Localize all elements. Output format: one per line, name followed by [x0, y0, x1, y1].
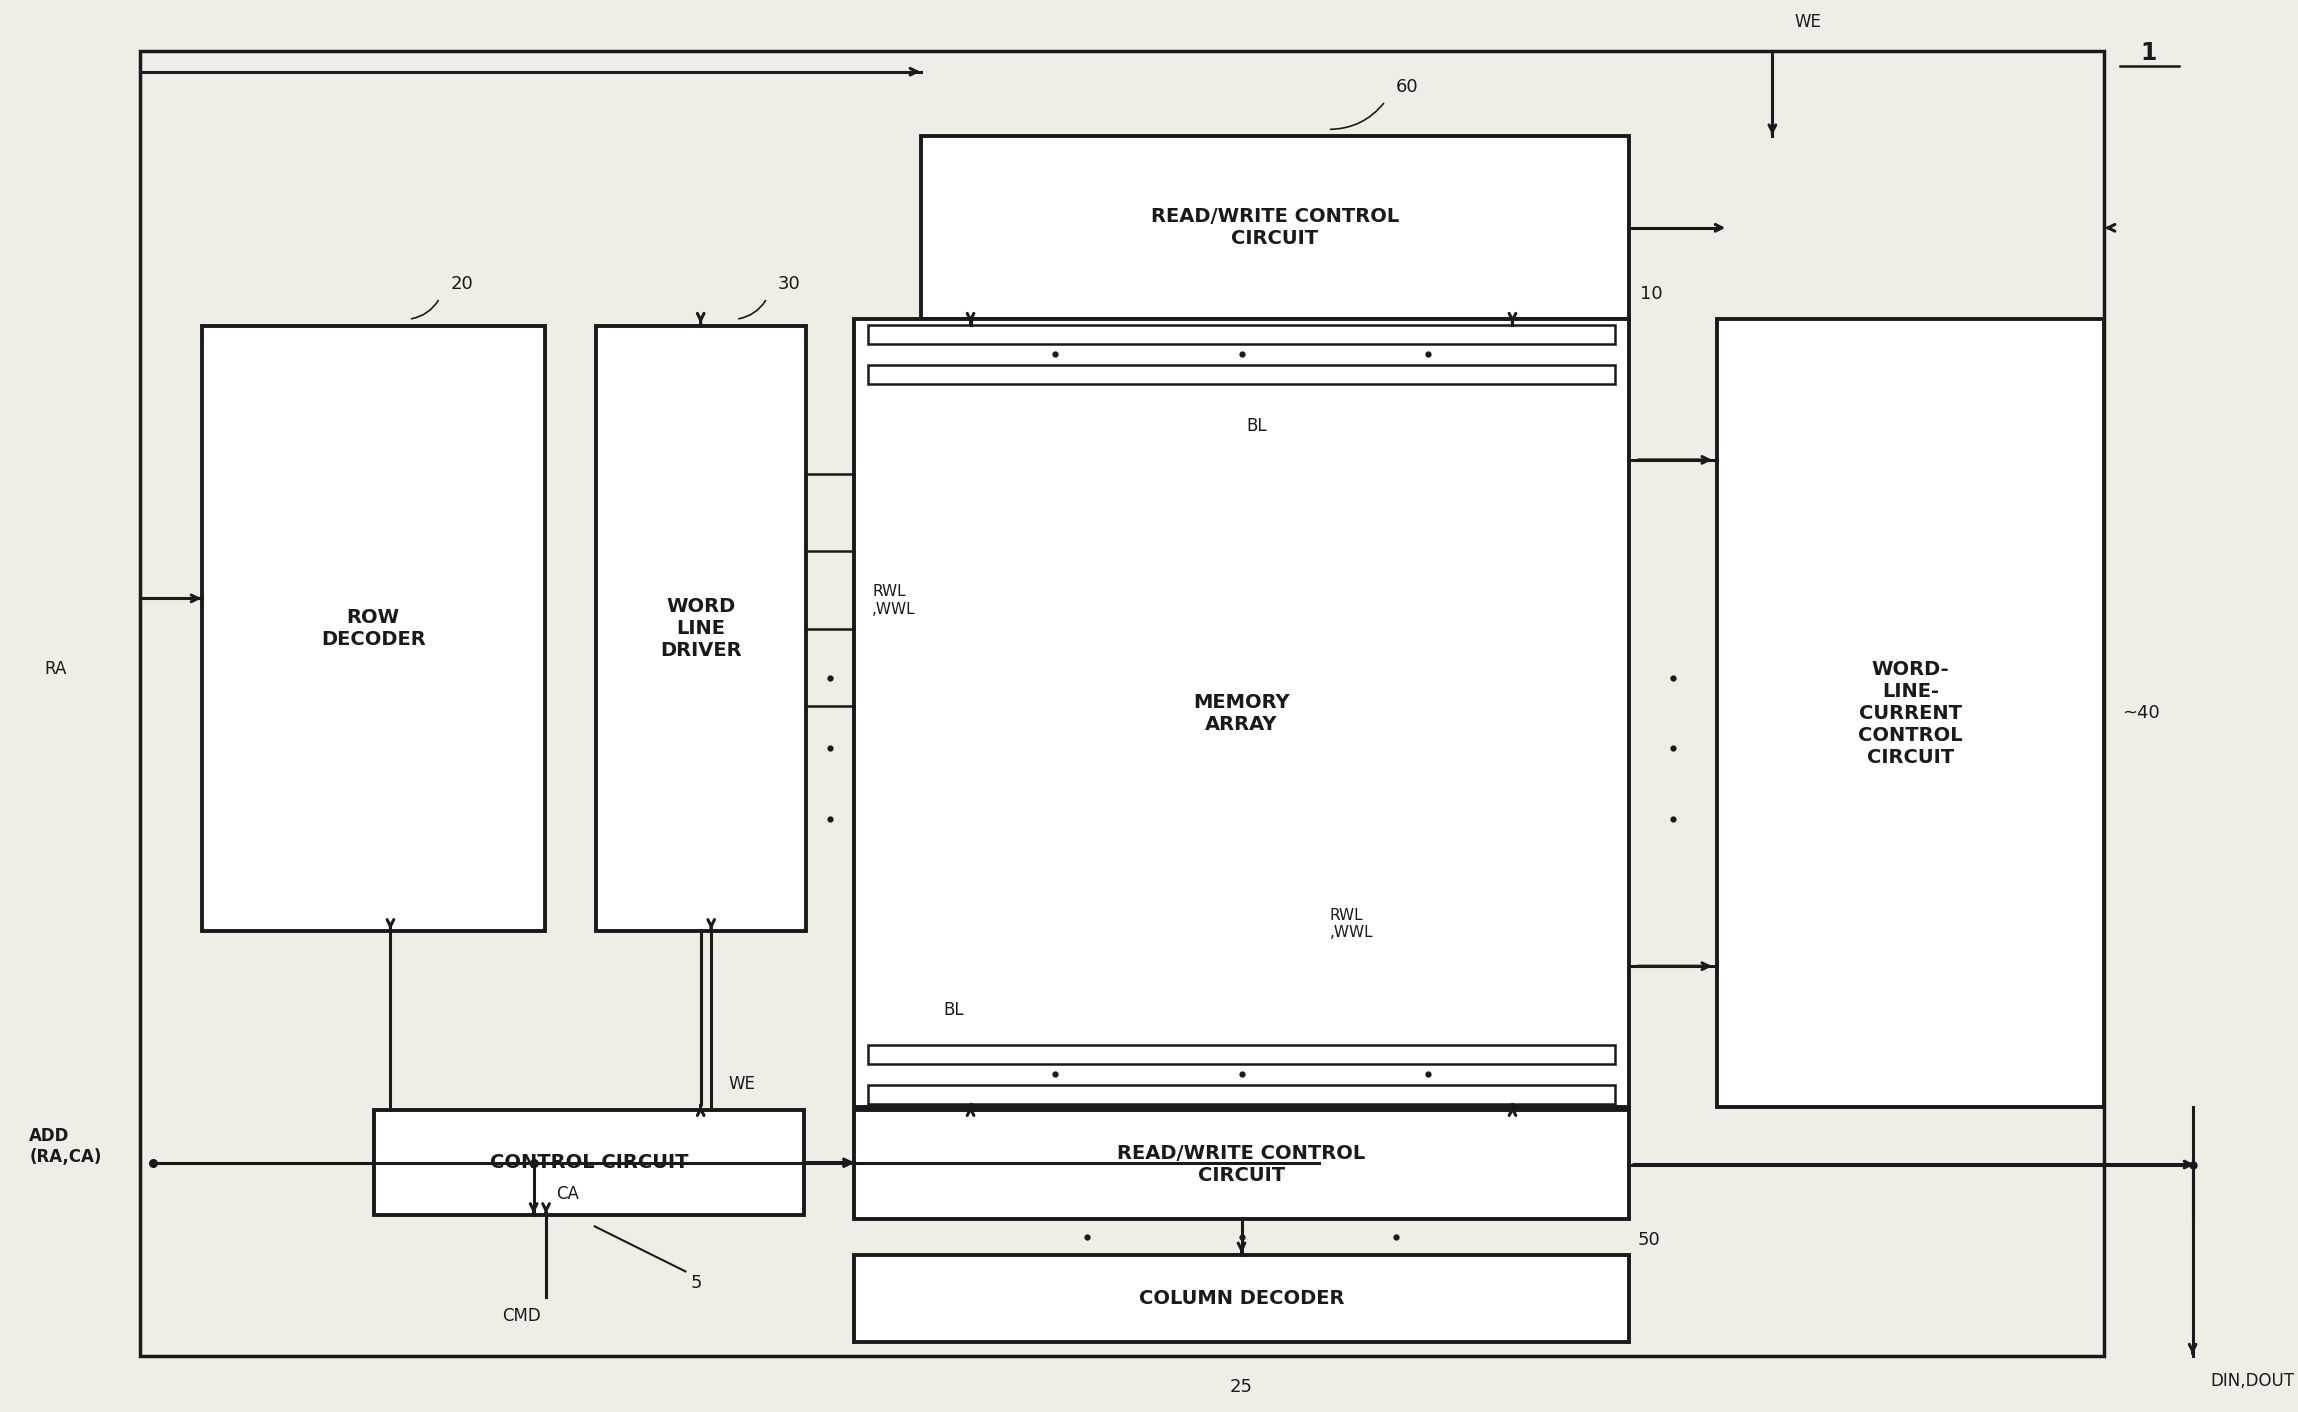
Text: 25: 25 [1229, 1378, 1252, 1395]
Text: 10: 10 [1641, 285, 1661, 304]
Text: 5: 5 [692, 1274, 703, 1292]
Text: WORD
LINE
DRIVER: WORD LINE DRIVER [660, 597, 742, 661]
Text: 50: 50 [1638, 1231, 1659, 1250]
Text: 30: 30 [777, 275, 800, 294]
Text: ROW
DECODER: ROW DECODER [322, 609, 425, 650]
Bar [140, 51, 2105, 1356]
Text: 1: 1 [2139, 41, 2156, 65]
Bar [869, 1045, 1615, 1063]
Text: WORD-
LINE-
CURRENT
CONTROL
CIRCUIT: WORD- LINE- CURRENT CONTROL CIRCUIT [1859, 659, 1962, 767]
Text: WE: WE [728, 1076, 756, 1093]
Text: 60: 60 [1397, 78, 1418, 96]
Text: COLUMN DECODER: COLUMN DECODER [1140, 1289, 1344, 1308]
Bar [921, 137, 1629, 319]
Bar [855, 319, 1629, 1107]
Bar [855, 1110, 1629, 1220]
Bar [869, 1084, 1615, 1104]
Bar [869, 366, 1615, 384]
Text: BL: BL [942, 1001, 963, 1019]
Text: CONTROL CIRCUIT: CONTROL CIRCUIT [489, 1152, 687, 1172]
Text: 20: 20 [450, 275, 473, 294]
Bar [375, 1110, 804, 1216]
Text: CA: CA [556, 1185, 579, 1203]
Text: WE: WE [1795, 14, 1822, 31]
Text: BL: BL [1248, 417, 1266, 435]
Text: RA: RA [44, 659, 67, 678]
Bar [855, 1254, 1629, 1341]
Text: DIN,DOUT: DIN,DOUT [2211, 1372, 2293, 1389]
Text: RWL
,WWL: RWL ,WWL [873, 585, 915, 617]
Bar [1717, 319, 2105, 1107]
Text: RWL
,WWL: RWL ,WWL [1331, 908, 1374, 940]
Text: MEMORY
ARRAY: MEMORY ARRAY [1193, 692, 1289, 733]
Text: ~40: ~40 [2121, 705, 2160, 722]
Text: ADD
(RA,CA): ADD (RA,CA) [30, 1127, 101, 1166]
Bar [202, 326, 545, 931]
Text: READ/WRITE CONTROL
CIRCUIT: READ/WRITE CONTROL CIRCUIT [1117, 1144, 1365, 1185]
Bar [869, 325, 1615, 343]
Bar [595, 326, 807, 931]
Text: READ/WRITE CONTROL
CIRCUIT: READ/WRITE CONTROL CIRCUIT [1151, 208, 1399, 249]
Text: CMD: CMD [501, 1308, 540, 1326]
